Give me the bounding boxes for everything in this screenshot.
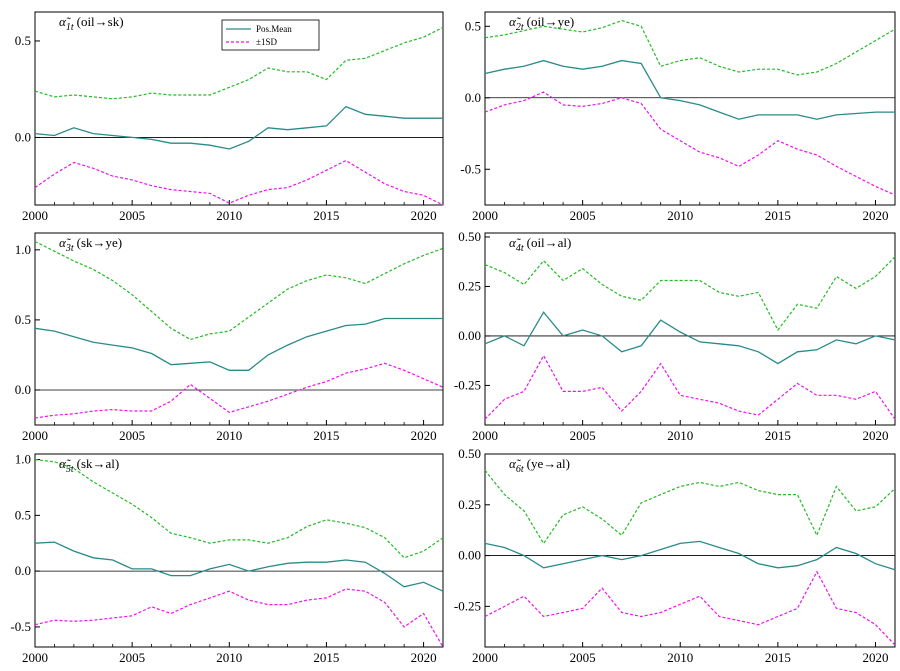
series-lower-line xyxy=(484,354,896,420)
y-tick-label: -0.5 xyxy=(10,619,31,634)
x-tick-label: 2015 xyxy=(765,428,791,443)
x-tick-label: 2000 xyxy=(22,208,48,223)
x-tick-label: 2010 xyxy=(216,650,242,665)
series-lower-line xyxy=(484,91,896,196)
plot-frame xyxy=(484,11,896,206)
y-tick-label: 0.5 xyxy=(465,18,481,33)
panel-title: α̃3t (sk→ye) xyxy=(59,235,122,254)
series-mean-line xyxy=(484,59,895,120)
series-lower-line xyxy=(34,362,444,419)
panel-title: α̃6t (ye→al) xyxy=(509,456,570,475)
panel-2: 2000 2005 2010 2015 2020 -0.5 0.0 0.5 α̃2t (oil→y… xyxy=(460,11,896,223)
x-tick-label: 2005 xyxy=(570,208,596,223)
panel-3: 2000 2005 2010 2015 2020 0.0 0.5 1.0 α̃3t (sk→ye) xyxy=(15,232,444,443)
plot-frame xyxy=(34,232,444,426)
plot-frame xyxy=(484,453,896,648)
series-mean-line xyxy=(34,317,443,371)
series-upper-line xyxy=(34,240,444,341)
series-mean-line xyxy=(484,311,896,365)
series-mean-line xyxy=(34,105,443,150)
x-tick-label: 2000 xyxy=(22,428,48,443)
x-tick-label: 2010 xyxy=(667,650,693,665)
x-tick-label: 2015 xyxy=(765,650,791,665)
series-upper-line xyxy=(34,459,444,559)
y-tick-label: 0.0 xyxy=(15,382,31,397)
series-upper-line xyxy=(484,469,896,545)
y-tick-label: 0.0 xyxy=(15,129,31,144)
x-tick-label: 2020 xyxy=(411,428,437,443)
x-tick-label: 2000 xyxy=(22,650,48,665)
y-tick-label: 0.50 xyxy=(458,446,481,461)
x-tick-label: 2010 xyxy=(216,208,242,223)
y-tick-label: -0.25 xyxy=(454,598,481,613)
x-tick-label: 2010 xyxy=(667,208,693,223)
x-tick-label: 2020 xyxy=(862,208,888,223)
y-tick-label: 0.5 xyxy=(15,312,31,327)
x-tick-label: 2015 xyxy=(313,650,339,665)
y-tick-label: 0.0 xyxy=(465,90,481,105)
y-tick-label: 1.0 xyxy=(15,452,31,467)
y-tick-label: 0.25 xyxy=(458,278,481,293)
y-tick-label: 0.00 xyxy=(458,328,481,343)
y-tick-label: 0.5 xyxy=(15,33,31,48)
series-lower-line xyxy=(484,570,896,646)
y-tick-label: 0.5 xyxy=(15,507,31,522)
legend: Pos.Mean ±1SD xyxy=(221,19,320,51)
series-lower-line xyxy=(34,588,444,648)
y-tick-label: -0.25 xyxy=(454,377,481,392)
x-tick-label: 2000 xyxy=(472,208,498,223)
panel-title: α̃4t (oil→al) xyxy=(509,235,571,254)
series-upper-line xyxy=(484,19,896,76)
series-upper-line xyxy=(34,26,444,100)
y-tick-label: 0.25 xyxy=(458,497,481,512)
x-tick-label: 2000 xyxy=(472,428,498,443)
y-tick-label: 1.0 xyxy=(15,242,31,257)
x-tick-label: 2020 xyxy=(411,208,437,223)
y-tick-label: 0.0 xyxy=(15,563,31,578)
x-tick-label: 2000 xyxy=(472,650,498,665)
x-tick-label: 2010 xyxy=(667,428,693,443)
series-mean-line xyxy=(34,541,444,592)
x-tick-label: 2020 xyxy=(862,428,888,443)
legend-box xyxy=(221,19,320,51)
panel-4: 2000 2005 2010 2015 2020 -0.25 0.00 0.25 0.50 α̃4… xyxy=(454,229,896,443)
x-tick-label: 2005 xyxy=(119,650,145,665)
x-tick-label: 2015 xyxy=(765,208,791,223)
x-tick-label: 2010 xyxy=(216,428,242,443)
legend-mean-label: Pos.Mean xyxy=(256,24,292,34)
panel-title: α̃1t (oil→sk) xyxy=(59,14,124,33)
series-upper-line xyxy=(484,256,896,332)
plot-frame xyxy=(484,232,896,426)
plot-frame xyxy=(34,11,444,206)
x-tick-label: 2015 xyxy=(313,208,339,223)
y-tick-label: 0.00 xyxy=(458,548,481,563)
series-lower-line xyxy=(34,159,444,206)
x-tick-label: 2015 xyxy=(313,428,339,443)
panel-title: α̃2t (oil→ye) xyxy=(509,14,574,33)
x-tick-label: 2005 xyxy=(570,650,596,665)
x-tick-label: 2005 xyxy=(119,208,145,223)
x-tick-label: 2005 xyxy=(119,428,145,443)
panel-title: α̃5t (sk→al) xyxy=(59,456,119,475)
y-tick-label: 0.50 xyxy=(458,229,481,244)
series-mean-line xyxy=(484,540,896,571)
panel-5: 2000 2005 2010 2015 2020 -0.5 0.0 0.5 1.0 α̃5t (sk… xyxy=(10,452,444,665)
x-tick-label: 2020 xyxy=(411,650,437,665)
x-tick-label: 2005 xyxy=(570,428,596,443)
y-tick-label: -0.5 xyxy=(460,161,481,176)
panel-6: 2000 2005 2010 2015 2020 -0.25 0.00 0.25 0.50 α̃6… xyxy=(454,446,896,665)
plot-frame xyxy=(34,453,444,648)
x-tick-label: 2020 xyxy=(862,650,888,665)
legend-sd-label: ±1SD xyxy=(256,37,277,47)
